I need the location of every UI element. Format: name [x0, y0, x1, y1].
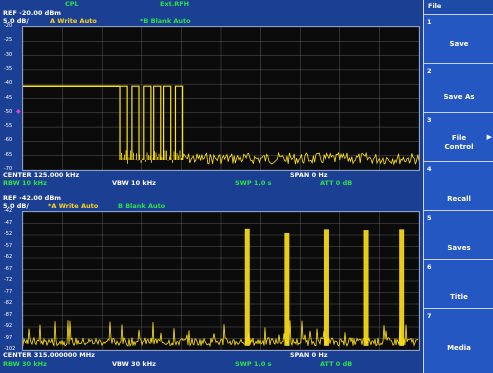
y-tick-label: -102	[4, 346, 16, 352]
y-tick-label: -25	[4, 37, 13, 44]
softkey-number: 5	[427, 214, 432, 222]
softkey-label-line2: Control	[444, 143, 474, 151]
y-tick-label: -65	[4, 151, 13, 158]
y-tick-label: -57	[4, 242, 13, 249]
lower-span: SPAN 0 Hz	[290, 351, 328, 359]
y-tick-label: -47	[4, 219, 13, 226]
y-tick-label: -97	[4, 334, 13, 341]
trace-burst	[323, 229, 329, 346]
lower-scale: 5.0 dB/	[3, 202, 29, 210]
lower-spectrum-plot[interactable]	[22, 211, 420, 351]
lower-swp: SWP 1.0 s	[235, 360, 272, 368]
upper-swp: SWP 1.0 s	[235, 179, 272, 187]
y-tick-label: -40	[4, 80, 13, 87]
upper-spectrum-plot[interactable]	[22, 26, 420, 171]
y-tick-label: -20	[4, 23, 13, 29]
upper-att: ATT 0 dB	[320, 179, 353, 187]
upper-trace-a: A Write Auto	[50, 17, 97, 25]
softkey-label: Media	[447, 344, 471, 352]
softkey-label-line1: File	[451, 134, 467, 142]
softkey-label: Saves	[447, 244, 471, 252]
y-tick-label: -70	[4, 166, 13, 172]
upper-scale: 5.0 dB/	[3, 17, 29, 25]
plot-canvas	[23, 27, 419, 170]
y-tick-label: -82	[4, 300, 13, 306]
softkey-number: 3	[427, 116, 432, 124]
analyzer-screen: CPL Ext.RFH REF -20.00 dBm 5.0 dB/ A Wri…	[3, 0, 420, 368]
upper-marker-icon: ◆	[16, 108, 21, 115]
softkey-number: 4	[427, 165, 432, 173]
y-tick-label: -52	[4, 231, 13, 237]
softkey-number: 2	[427, 67, 432, 75]
softkey-number: 1	[427, 18, 432, 26]
y-tick-label: -62	[4, 254, 13, 260]
y-tick-label: -45	[4, 94, 13, 101]
trace-burst	[284, 232, 290, 346]
trace-pulse	[131, 85, 140, 160]
trace-burst	[399, 229, 405, 346]
y-tick-label: -60	[4, 137, 13, 144]
saves-softkey[interactable]: 5 Saves	[424, 210, 493, 259]
trace-noise-floor	[181, 151, 419, 166]
lower-att: ATT 0 dB	[320, 360, 353, 368]
trace-pulse	[174, 85, 184, 160]
softkey-menu: File 1 Save 2 Save As 3 File Control ▶ 4…	[423, 0, 493, 373]
softkey-number: 6	[427, 263, 432, 271]
y-tick-label: -67	[4, 265, 13, 272]
softkey-label: Title	[450, 293, 468, 301]
trace-pulse	[119, 85, 128, 160]
upper-vbw: VBW 10 kHz	[112, 179, 156, 187]
y-tick-label: -35	[4, 65, 13, 72]
lower-rbw: RBW 30 kHz	[3, 360, 47, 368]
softkey-label: Save As	[443, 93, 475, 101]
menu-title: File	[424, 0, 493, 14]
upper-center-freq: CENTER 125.000 kHz	[3, 171, 80, 179]
lower-center-freq: CENTER 315.000000 MHz	[3, 351, 95, 359]
save-as-softkey[interactable]: 2 Save As	[424, 63, 493, 112]
trace-pulse	[162, 85, 172, 160]
recall-softkey[interactable]: 4 Recall	[424, 161, 493, 210]
trace-burst	[244, 228, 250, 346]
lower-vbw: VBW 30 kHz	[112, 360, 156, 368]
upper-trace-b: *B Blank Auto	[140, 17, 191, 25]
lower-trace-a: *A Write Auto	[48, 202, 99, 210]
y-tick-label: -30	[4, 51, 13, 58]
media-softkey[interactable]: 7 Media	[424, 308, 493, 373]
y-tick-label: -55	[4, 123, 13, 130]
y-tick-label: -50	[4, 108, 13, 115]
upper-span: SPAN 0 Hz	[290, 171, 328, 179]
title-softkey[interactable]: 6 Title	[424, 259, 493, 308]
upper-ref-level: REF -20.00 dBm	[3, 9, 62, 17]
softkey-label: Recall	[447, 195, 471, 203]
cpl-label: CPL	[65, 0, 79, 8]
trace-pulse	[153, 85, 162, 160]
softkey-number: 7	[427, 312, 432, 320]
submenu-arrow-icon: ▶	[486, 133, 492, 141]
save-softkey[interactable]: 1 Save	[424, 14, 493, 63]
y-tick-label: -42	[4, 208, 13, 214]
y-tick-label: -92	[4, 323, 13, 329]
upper-rbw: RBW 10 kHz	[3, 179, 47, 187]
lower-ref-level: REF -42.00 dBm	[3, 194, 62, 202]
trace-noise-floor	[23, 320, 419, 348]
y-tick-label: -72	[4, 277, 13, 283]
file-control-softkey[interactable]: 3 File Control ▶	[424, 112, 493, 161]
ext-label: Ext.RFH	[160, 0, 190, 8]
y-tick-label: -77	[4, 288, 13, 295]
softkey-label: Save	[449, 40, 469, 48]
lower-trace-b: B Blank Auto	[118, 202, 166, 210]
plot-canvas	[23, 212, 419, 350]
trace-pulse	[143, 85, 152, 160]
trace-burst	[363, 230, 369, 346]
y-tick-label: -87	[4, 311, 13, 318]
